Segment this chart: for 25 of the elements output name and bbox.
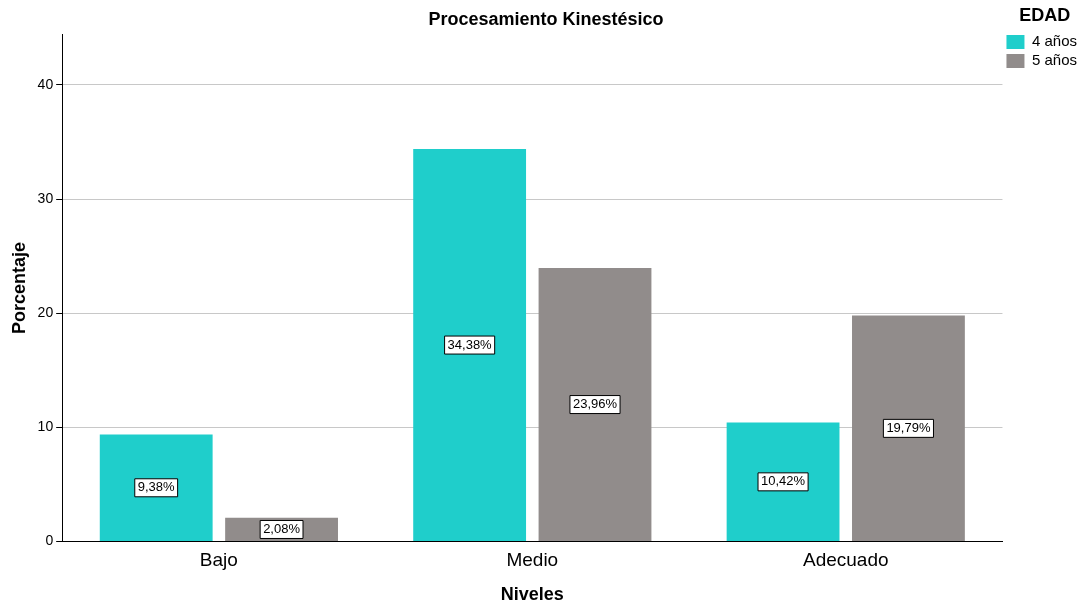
- bar: [852, 315, 965, 542]
- data-label: 2,08%: [263, 521, 301, 537]
- data-label: 23,96%: [572, 396, 618, 412]
- chart-title: Procesamiento Kinestésico: [428, 8, 664, 29]
- data-label: 19,79%: [886, 419, 931, 435]
- x-tick-label: Medio: [506, 549, 559, 571]
- bar: [538, 268, 652, 542]
- y-tick-label: 0: [45, 532, 54, 549]
- x-tick-label: Bajo: [199, 549, 238, 571]
- y-tick-label: 20: [37, 304, 54, 321]
- data-label: 9,38%: [137, 479, 176, 495]
- legend-label: 5 años: [1031, 51, 1078, 69]
- x-axis-title: Niveles: [500, 584, 564, 605]
- data-label: 10,42%: [761, 473, 806, 489]
- data-label: 34,38%: [447, 336, 493, 352]
- y-tick-label: 40: [37, 75, 54, 92]
- bar: [413, 149, 527, 542]
- y-tick-label: 10: [37, 418, 54, 435]
- y-axis-title: Porcentaje: [8, 242, 29, 335]
- legend-label: 4 años: [1031, 32, 1078, 50]
- legend-title: EDAD: [1019, 4, 1071, 25]
- bar: [726, 422, 840, 542]
- x-tick-label: Adecuado: [802, 549, 889, 571]
- y-tick-label: 30: [37, 189, 54, 206]
- bar: [99, 434, 213, 542]
